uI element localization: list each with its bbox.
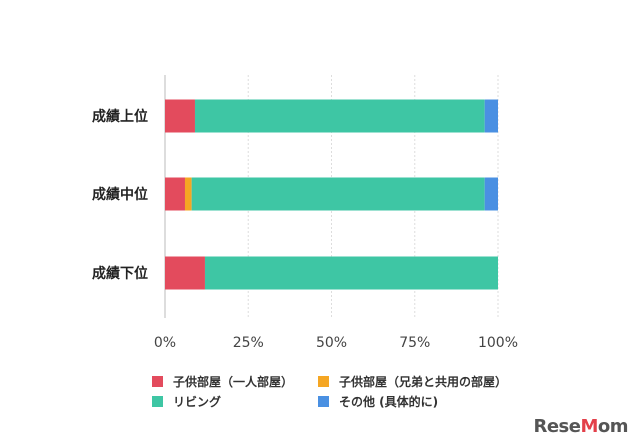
legend-label: 子供部屋（兄弟と共用の部屋） bbox=[339, 375, 508, 389]
bar-segment bbox=[191, 177, 485, 211]
bar-segment bbox=[184, 177, 192, 211]
legend-item-other: その他 (具体的に) bbox=[318, 393, 438, 410]
legend-swatch bbox=[318, 396, 329, 407]
x-tick-label: 75% bbox=[399, 335, 430, 351]
bar-segment bbox=[165, 256, 205, 290]
resemom-logo: ReseMom bbox=[533, 416, 628, 437]
legend-item-living: リビング bbox=[152, 393, 221, 410]
category-label: 成績下位 bbox=[92, 265, 148, 282]
legend-item-shared-room: 子供部屋（兄弟と共用の部屋） bbox=[318, 373, 507, 390]
bar-segment bbox=[484, 99, 498, 133]
bars bbox=[165, 99, 498, 290]
bar-segment bbox=[194, 99, 485, 133]
legend-label: その他 (具体的に) bbox=[339, 395, 439, 409]
legend-item-solo-room: 子供部屋（一人部屋） bbox=[152, 373, 293, 390]
bar-segment bbox=[165, 177, 185, 211]
x-tick-label: 0% bbox=[154, 335, 176, 351]
legend-swatch bbox=[152, 396, 163, 407]
legend-swatch bbox=[318, 376, 329, 387]
bar-segment bbox=[165, 99, 195, 133]
bar-segment bbox=[484, 177, 498, 211]
category-label: 成績上位 bbox=[92, 108, 148, 125]
legend-label: 子供部屋（一人部屋） bbox=[173, 375, 294, 389]
bar-segment bbox=[204, 256, 498, 290]
x-tick-label: 25% bbox=[233, 335, 264, 351]
legend-swatch bbox=[152, 376, 163, 387]
x-tick-labels: 0% 25% 50% 75% 100% bbox=[154, 335, 518, 351]
category-label: 成績中位 bbox=[92, 186, 148, 203]
x-tick-label: 100% bbox=[478, 335, 518, 351]
legend-label: リビング bbox=[173, 395, 222, 409]
x-tick-label: 50% bbox=[316, 335, 347, 351]
